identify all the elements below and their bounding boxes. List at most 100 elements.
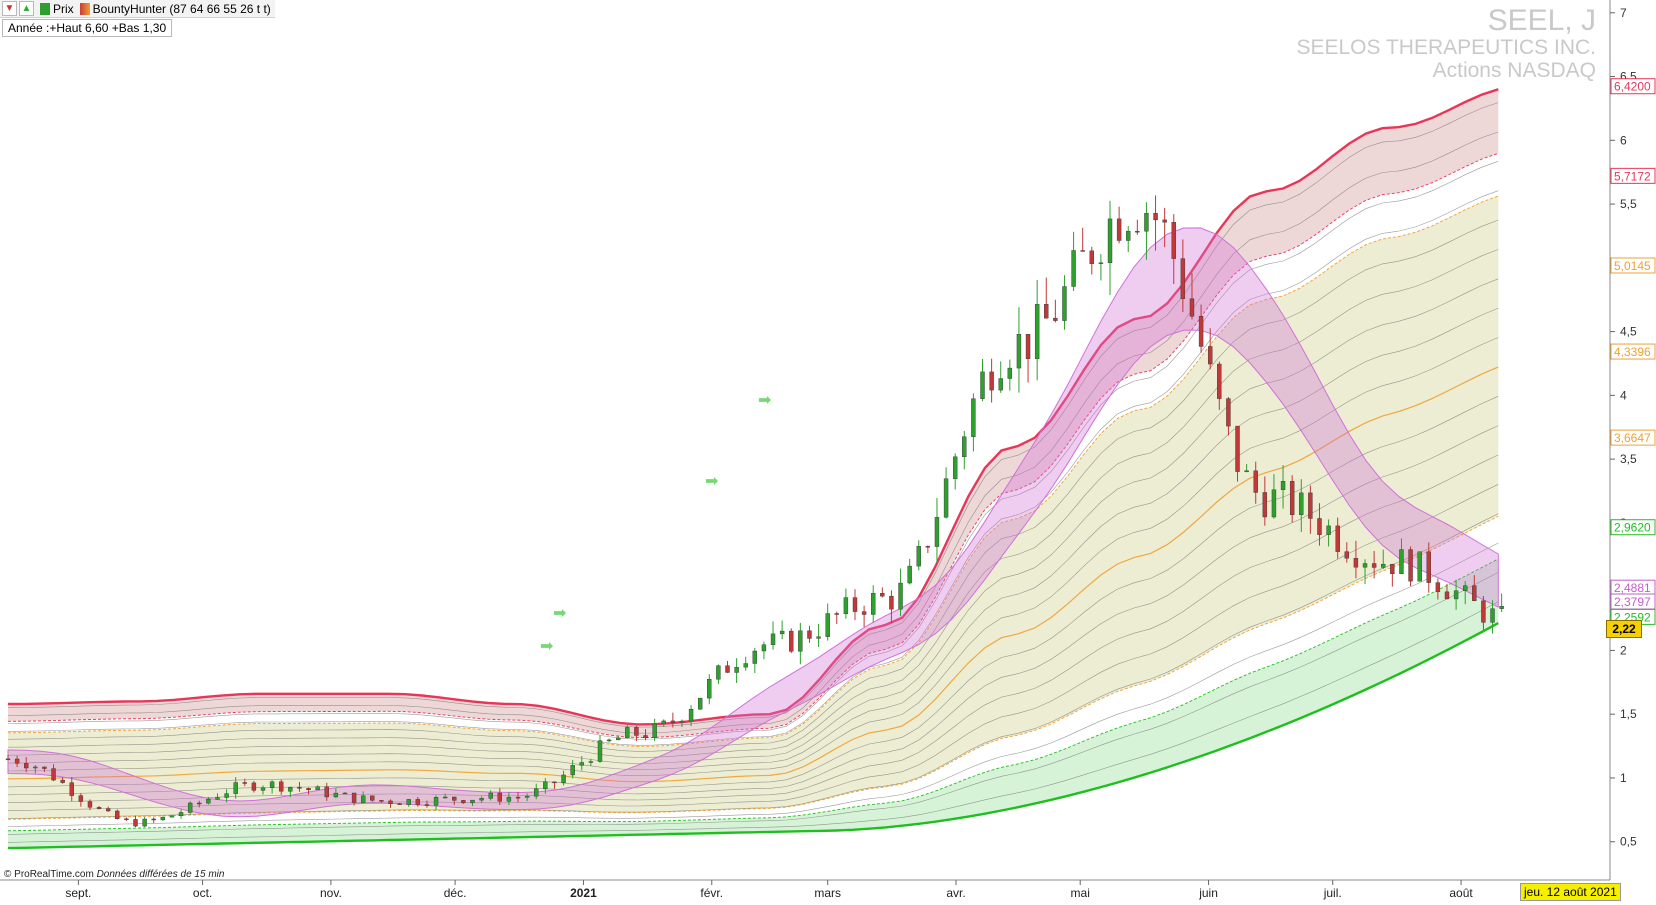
y-tick-label: 5,5 [1620, 197, 1637, 211]
level-line [7, 366, 1499, 783]
candle-body [215, 797, 220, 800]
price-tag-box [1610, 257, 1656, 274]
scroll-down-button[interactable]: ▼ [2, 1, 17, 16]
candle-body [1180, 258, 1186, 299]
price-tag-label: 5,0145 [1614, 259, 1651, 273]
candle-body [324, 786, 329, 798]
candle-body [5, 758, 11, 761]
candle-body [1025, 334, 1031, 359]
candle-body [1217, 363, 1222, 399]
candle-body [889, 595, 894, 610]
candle-body [433, 796, 439, 806]
candle-body [916, 546, 921, 567]
candle-body [1317, 518, 1322, 535]
candle-body [360, 795, 366, 803]
price-tag-label: 6,4200 [1614, 80, 1651, 94]
candle-body [725, 665, 730, 673]
candle-body [1435, 582, 1441, 593]
candle-body [552, 781, 557, 784]
candle-body [1080, 250, 1085, 252]
candle-body [69, 782, 74, 796]
candle-body [1235, 425, 1240, 472]
x-tick-label: sept. [65, 886, 91, 900]
candle-body [51, 768, 56, 781]
candle-body [87, 801, 93, 808]
candle-body [1053, 317, 1058, 321]
candle-body [852, 597, 858, 612]
candle-body [579, 762, 584, 766]
bountyhunter-color-swatch [79, 2, 90, 15]
candle-body [1071, 250, 1076, 287]
candle-body [670, 720, 676, 723]
candle-body [1253, 470, 1258, 493]
candle-body [424, 804, 430, 806]
candle-body [1044, 304, 1049, 319]
x-tick-label: juil. [1323, 886, 1342, 900]
candle-body [734, 666, 739, 673]
candle-body [78, 795, 84, 802]
candle-body [1162, 219, 1167, 223]
level-line [7, 102, 1499, 728]
level-line [7, 131, 1499, 734]
candle-body [151, 818, 156, 821]
price-tag-label: 5,7172 [1614, 169, 1651, 183]
candle-body [124, 818, 129, 821]
candle-body [105, 808, 111, 812]
candle-body [1326, 525, 1331, 535]
candle-body [197, 802, 202, 805]
price-tag-box [1610, 519, 1656, 536]
candle-body [315, 786, 320, 791]
candle-body [1007, 367, 1013, 379]
candle-body [187, 802, 193, 813]
candle-body [370, 795, 375, 801]
candle-body [534, 788, 539, 797]
price-tag-box [1610, 429, 1656, 446]
candle-body [415, 799, 421, 805]
candle-body [652, 723, 657, 738]
price-tags: 6,4200 5,7172 5,0145 4,3396 3,6647 2,9620 2,48… [1610, 78, 1656, 625]
candle-body [297, 786, 302, 789]
candle-body [1453, 590, 1459, 600]
candle-body [952, 456, 958, 479]
candle-body [506, 796, 512, 802]
level-line [7, 161, 1499, 740]
candle-body [643, 735, 648, 738]
level-line [7, 484, 1499, 811]
buy-signal-arrow-icon: ➡ [553, 605, 567, 622]
candle-body [406, 799, 411, 805]
candle-body [169, 815, 175, 818]
candle-body [971, 398, 976, 437]
candle-body [1034, 304, 1040, 359]
year-range-label: Année :+Haut 6,60 +Bas 1,30 [2, 19, 173, 37]
series-prix-label[interactable]: Prix [53, 1, 74, 16]
candle-body [880, 593, 885, 597]
scroll-up-button[interactable]: ▲ [19, 1, 34, 16]
level-line [7, 513, 1499, 819]
level-line [7, 601, 1499, 843]
y-tick-label: 2 [1620, 643, 1627, 657]
candle-body [1016, 334, 1022, 369]
candle-body [1444, 591, 1450, 600]
candle-body [1299, 492, 1304, 515]
candle-body [1171, 222, 1176, 259]
candle-body [160, 816, 166, 821]
buy-signal-arrow-icon: ➡ [705, 473, 719, 490]
candle-body [397, 803, 402, 805]
prix-color-swatch [40, 2, 50, 15]
candle-body [543, 781, 548, 790]
candle-body [907, 565, 912, 584]
level-line [7, 542, 1499, 827]
x-tick-label: mars [814, 886, 841, 900]
level-line [7, 395, 1499, 789]
series-bountyhunter-label[interactable]: BountyHunter (87 64 66 55 26 t t) [92, 1, 271, 16]
candle-body [925, 546, 931, 548]
candle-body [1089, 250, 1094, 264]
candle-body [1399, 549, 1404, 574]
candle-body [761, 644, 767, 652]
candle-body [825, 613, 830, 637]
candle-body [898, 582, 903, 610]
x-tick-label: nov. [320, 886, 342, 900]
candle-body [224, 793, 229, 798]
candle-body [1463, 585, 1468, 591]
candle-body [688, 709, 694, 722]
